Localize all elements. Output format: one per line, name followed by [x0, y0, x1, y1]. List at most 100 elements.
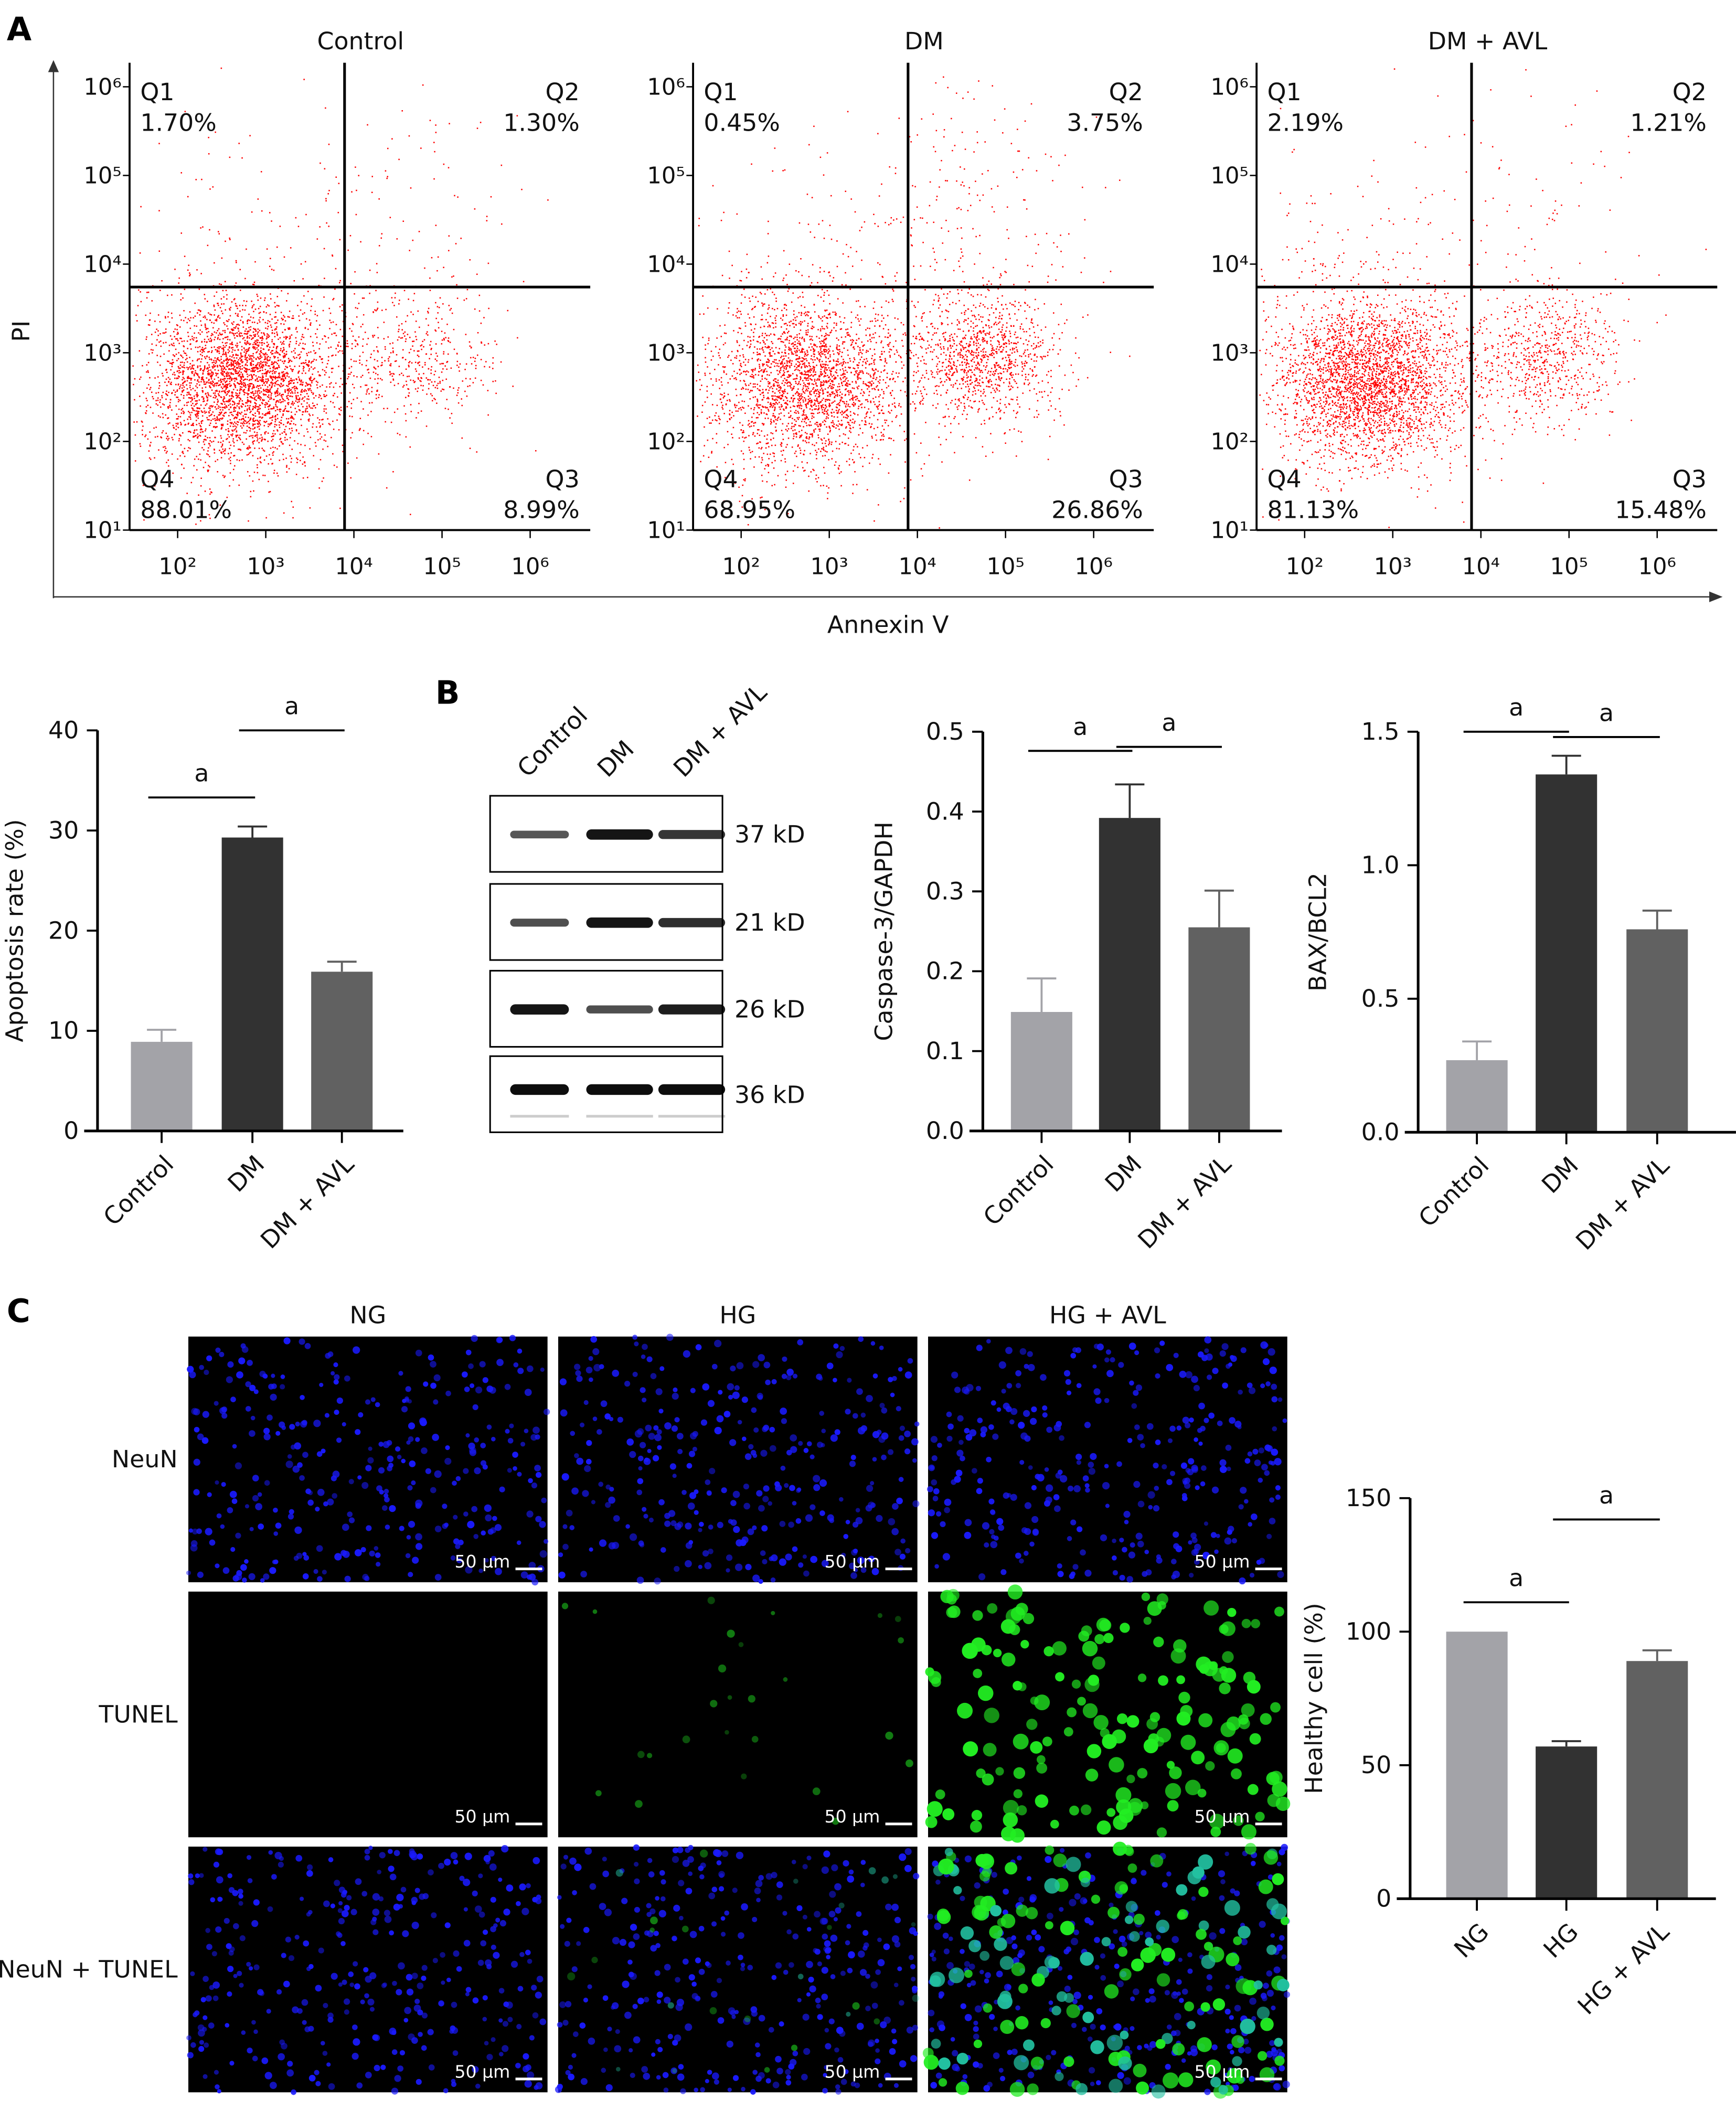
flow-point	[254, 328, 255, 330]
flow-point	[154, 377, 156, 379]
flow-point	[274, 421, 276, 423]
flow-point	[186, 384, 187, 386]
flow-point	[171, 312, 173, 314]
flow-point	[749, 391, 751, 393]
flow-point	[191, 372, 193, 374]
flow-point	[254, 407, 257, 409]
flow-point	[424, 364, 426, 366]
flow-point	[862, 391, 865, 393]
flow-point	[207, 399, 209, 401]
flow-point	[270, 417, 272, 419]
flow-point	[287, 358, 290, 359]
flow-point	[313, 358, 315, 360]
flow-point	[225, 381, 227, 382]
flow-point	[363, 408, 364, 410]
flow-point	[477, 332, 479, 334]
flow-point	[853, 367, 855, 369]
flow-point	[221, 374, 223, 376]
flow-point	[359, 359, 360, 361]
flow-point	[229, 401, 230, 402]
flow-point	[914, 279, 916, 280]
flow-point	[780, 369, 782, 371]
flow-point	[237, 315, 239, 317]
flow-point	[342, 444, 344, 446]
flow-point	[191, 365, 193, 366]
flow-point	[268, 425, 269, 428]
flow-point	[377, 301, 379, 303]
flow-point	[338, 342, 340, 343]
flow-point	[232, 373, 235, 375]
flow-point	[346, 340, 348, 342]
flow-point	[432, 385, 434, 387]
flow-point	[1081, 186, 1083, 188]
flow-point	[222, 363, 224, 364]
flow-point	[448, 235, 450, 237]
flow-point	[237, 323, 239, 325]
flow-point	[276, 429, 278, 431]
flow-point	[216, 418, 218, 419]
flow-point	[236, 417, 238, 419]
flow-point	[399, 374, 400, 376]
flow-point	[232, 433, 233, 435]
flow-point	[176, 359, 178, 361]
flow-point	[253, 417, 254, 419]
flow-point	[289, 428, 291, 430]
flow-point	[257, 395, 259, 396]
flow-point	[184, 289, 186, 290]
flow-point	[275, 328, 277, 330]
flow-point	[171, 392, 173, 395]
flow-point	[381, 233, 383, 234]
flow-point	[312, 345, 314, 347]
flow-point	[310, 407, 312, 409]
flow-point	[166, 371, 168, 374]
flow-point	[865, 413, 867, 415]
flow-point	[184, 404, 185, 406]
flow-point	[294, 352, 296, 354]
flow-point	[232, 396, 235, 398]
flow-point	[252, 367, 254, 368]
flow-point	[208, 465, 209, 466]
flow-point	[408, 135, 410, 137]
flow-point	[216, 320, 218, 322]
flow-point	[295, 474, 297, 475]
flow-point	[241, 400, 243, 402]
flow-point	[273, 366, 275, 368]
flow-point	[302, 381, 304, 383]
flow-point	[312, 368, 314, 370]
flow-point	[190, 348, 192, 350]
flow-point	[206, 395, 208, 397]
flow-point	[198, 423, 200, 424]
flow-point	[291, 457, 292, 460]
flow-point	[179, 371, 182, 373]
flow-point	[251, 358, 253, 360]
flow-point	[427, 331, 428, 333]
flow-point	[417, 363, 419, 365]
flow-point	[310, 385, 312, 387]
flow-point	[888, 438, 890, 439]
flow-point	[372, 371, 375, 373]
flow-point	[283, 512, 285, 514]
flow-point	[441, 318, 443, 320]
flow-point	[431, 381, 433, 383]
flow-point	[245, 344, 247, 345]
flow-point	[262, 413, 263, 415]
flow-point	[272, 367, 274, 368]
flow-point	[189, 431, 190, 432]
flow-point	[334, 406, 335, 408]
flow-point	[801, 305, 802, 306]
flow-point	[1013, 410, 1015, 412]
flow-point	[189, 357, 190, 358]
flow-point	[211, 413, 212, 415]
flow-point	[282, 385, 284, 386]
flow-point	[140, 206, 142, 208]
flow-point	[206, 411, 207, 413]
flow-point	[225, 356, 227, 357]
flow-point	[207, 368, 209, 369]
flow-point	[856, 370, 858, 372]
flow-point	[241, 459, 243, 461]
flow-point	[1064, 374, 1066, 376]
flow-point	[305, 382, 307, 383]
flow-point	[1002, 295, 1003, 297]
flow-point	[379, 378, 381, 380]
flow-point	[196, 469, 198, 471]
